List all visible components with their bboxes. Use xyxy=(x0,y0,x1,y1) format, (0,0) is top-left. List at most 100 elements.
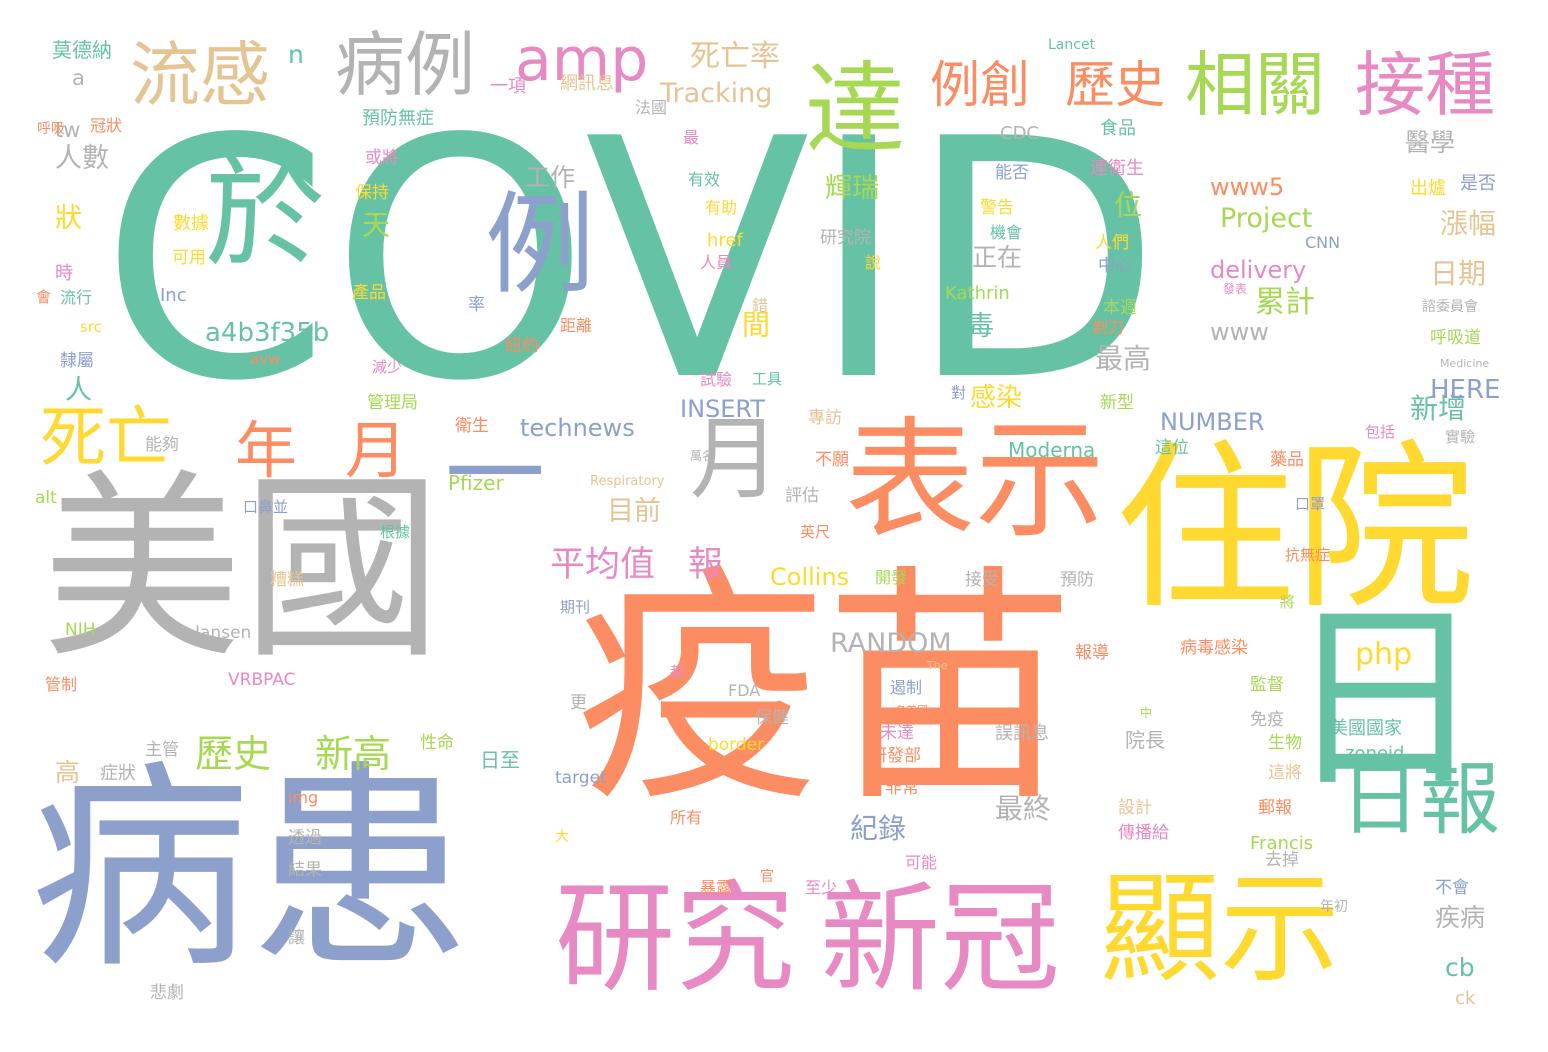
word-92: blank xyxy=(940,358,990,379)
word-165: 報導 xyxy=(1075,643,1109,663)
word-41: php xyxy=(1355,637,1413,672)
word-2: 美國 xyxy=(42,453,443,686)
word-79: 一項 xyxy=(490,76,526,97)
word-192: 暴露 xyxy=(700,878,733,897)
word-176: 性命 xyxy=(420,733,454,753)
word-188: 所有 xyxy=(670,808,703,827)
word-143: 衛生 xyxy=(455,416,489,436)
word-180: 研發部 xyxy=(870,746,921,766)
word-195: 不會 xyxy=(1435,878,1469,898)
word-140: 試驗 xyxy=(700,370,733,389)
word-29: 報 xyxy=(688,545,724,585)
word-117: 能否 xyxy=(995,163,1029,183)
word-84: 食品 xyxy=(1100,118,1136,139)
word-86: 是否 xyxy=(1460,173,1496,194)
word-73: a xyxy=(72,66,85,90)
word-82: Lancet xyxy=(1048,37,1096,53)
word-167: 監督 xyxy=(1250,675,1284,695)
word-78: 預防無症 xyxy=(362,108,434,129)
word-171: 遏制 xyxy=(890,678,923,697)
word-56: 間 xyxy=(738,310,771,339)
word-77: 工作 xyxy=(525,163,576,192)
word-50: 最高 xyxy=(1095,342,1152,375)
word-131: 流行 xyxy=(60,288,93,307)
word-150: 藥品 xyxy=(1270,450,1304,470)
word-83: CDC xyxy=(1000,123,1039,144)
word-181: 非常 xyxy=(885,778,919,798)
word-182: 未達 xyxy=(880,723,914,743)
word-52: 感染 xyxy=(970,383,1023,413)
word-35: www5 xyxy=(1210,173,1285,201)
word-190: 結果 xyxy=(288,860,322,880)
word-88: CNN xyxy=(1305,233,1341,252)
word-123: 剃刀 xyxy=(1092,318,1125,337)
word-4: 住院 xyxy=(1115,425,1476,634)
word-65: cb xyxy=(1445,953,1475,982)
word-169: 保健 xyxy=(755,708,789,728)
word-153: 口鼻並 xyxy=(243,498,289,516)
word-64: 疾病 xyxy=(1435,903,1486,932)
word-54: 位 xyxy=(1110,190,1143,219)
word-63: 院長 xyxy=(1125,728,1165,752)
word-187: 大 xyxy=(555,829,569,845)
word-74: n xyxy=(288,40,304,69)
word-112: 有效 xyxy=(688,170,721,189)
word-69: 美國國家 xyxy=(1330,718,1402,739)
word-94: src xyxy=(80,318,102,336)
word-13: 一 xyxy=(445,416,545,533)
word-197: 讓 xyxy=(288,928,305,948)
word-8: 顯示 xyxy=(1100,860,1340,999)
word-156: 口罩 xyxy=(1295,495,1326,513)
word-51: 病毒 xyxy=(940,311,994,342)
word-142: 新型 xyxy=(1100,393,1134,413)
word-31: 新高 xyxy=(315,732,392,776)
word-137: 率 xyxy=(468,295,485,315)
word-36: technews xyxy=(520,414,635,442)
word-119: 機會 xyxy=(990,223,1023,242)
word-90: href xyxy=(707,230,743,251)
word-148: 實驗 xyxy=(1445,428,1476,446)
word-93: Inc xyxy=(160,285,187,306)
word-126: 呼吸道 xyxy=(1430,328,1481,348)
word-147: 包括 xyxy=(1365,423,1396,441)
word-163: 期刊 xyxy=(560,598,591,616)
word-145: 不願 xyxy=(815,450,849,470)
word-154: 根據 xyxy=(380,523,411,541)
word-125: 諮委員會 xyxy=(1422,299,1478,315)
word-193: 至少 xyxy=(805,878,838,897)
word-97: NIH xyxy=(65,620,96,640)
word-85: 連衛生 xyxy=(1090,158,1144,179)
word-60: Pfizer xyxy=(448,471,504,495)
word-130: 會 xyxy=(36,288,52,306)
word-89: 研究院 xyxy=(820,228,871,248)
word-44: 日期 xyxy=(1430,257,1487,290)
word-37: INSERT xyxy=(680,395,766,423)
word-186: 去掉 xyxy=(1265,850,1299,870)
word-185: 郵報 xyxy=(1258,798,1292,818)
word-161: 預防 xyxy=(1060,570,1094,590)
word-100: FDA xyxy=(728,681,761,700)
word-17: 流感 xyxy=(130,34,270,116)
word-53: 正在 xyxy=(972,243,1023,272)
word-132: 對 xyxy=(949,385,967,401)
word-59: Moderna xyxy=(1008,438,1096,462)
word-45: 漲幅 xyxy=(1440,207,1497,240)
word-200: 名美國 xyxy=(895,704,928,717)
word-11: 例 xyxy=(485,181,595,309)
word-46: 醫學 xyxy=(1405,128,1456,157)
word-158: 糟糕 xyxy=(270,570,304,590)
word-122: 本週 xyxy=(1103,298,1137,318)
word-10: 於 xyxy=(205,145,325,284)
word-110: 產品 xyxy=(352,283,386,303)
word-39: RANDOM xyxy=(830,628,952,659)
word-98: Jansen xyxy=(195,623,252,643)
word-33: Project xyxy=(1220,203,1313,234)
word-184: 傳播給 xyxy=(1118,823,1169,843)
word-43: 累計 xyxy=(1255,285,1315,320)
word-174: 這將 xyxy=(1268,763,1302,783)
word-71: 狀 xyxy=(55,203,82,234)
word-129: 時 xyxy=(55,263,73,284)
word-30: 歷史 xyxy=(195,732,272,776)
word-24: 年 xyxy=(235,414,298,487)
